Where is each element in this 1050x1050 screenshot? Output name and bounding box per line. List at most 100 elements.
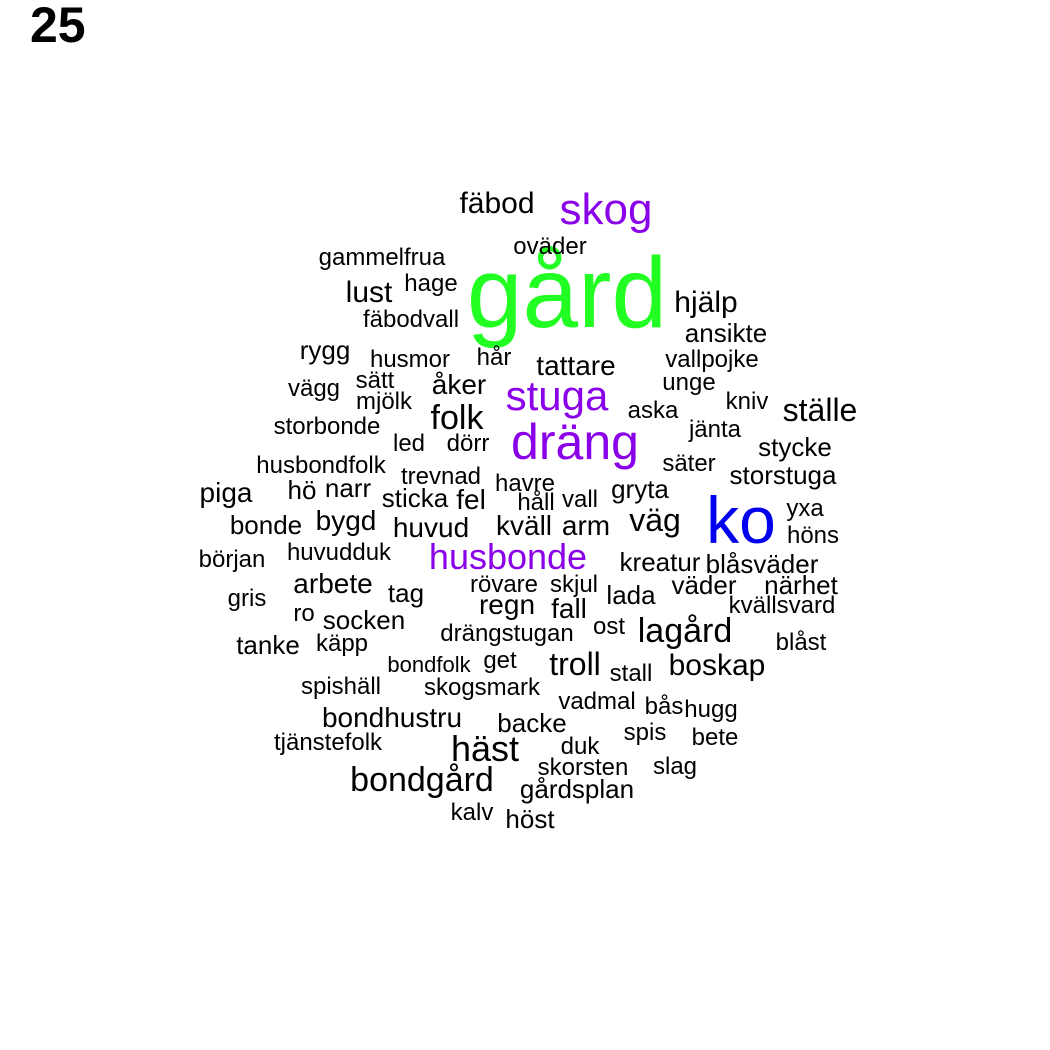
cloud-word: fel [456,484,486,515]
cloud-word: folk [430,399,484,437]
cloud-word: unge [662,369,716,396]
cloud-word: kreatur [619,547,701,577]
cloud-word: käpp [315,630,369,657]
cloud-word: hugg [684,696,738,723]
cloud-word: spis [623,719,667,746]
cloud-word: början [198,546,266,573]
cloud-word: rövare [469,571,539,598]
cloud-word: ost [592,613,626,640]
cloud-word: jänta [688,416,742,443]
cloud-word: narr [324,473,372,503]
cloud-word: storbonde [273,413,381,440]
cloud-word: backe [497,708,567,738]
cloud-word: led [392,430,426,457]
cloud-word: havre [494,470,556,497]
cloud-word: tag [387,578,425,608]
cloud-word: kvällsvard [728,592,836,619]
page-number: 25 [30,0,86,53]
cloud-word: sticka [381,483,449,513]
cloud-word: huvudduk [286,539,392,566]
cloud-word: hjälp [674,286,738,319]
cloud-word: stuga [505,372,609,419]
cloud-word: fäbod [459,187,535,220]
cloud-word: gryta [611,474,669,504]
cloud-word: hage [404,270,458,297]
cloud-word: socken [322,605,406,635]
cloud-word: bås [644,693,684,720]
cloud-word: husmor [369,346,451,373]
cloud-word: boskap [668,649,766,682]
cloud-word: tattare [536,350,616,381]
cloud-word: fäbodvall [362,306,460,333]
cloud-word: hår [476,344,512,371]
cloud-word: kväll [495,510,553,541]
cloud-word: storstuga [729,460,837,490]
cloud-word: dörr [446,430,490,457]
cloud-word: sätt [355,367,395,394]
cloud-word: oväder [513,233,587,260]
cloud-word: ansikte [684,318,768,348]
cloud-word: yxa [786,495,824,522]
cloud-word: arm [561,510,611,541]
cloud-word: tjänstefolk [273,729,383,756]
cloud-word: drängstugan [440,620,574,647]
cloud-word: bondgård [350,761,494,799]
cloud-word: blåsväder [705,549,819,579]
cloud-word: lagård [637,612,733,650]
cloud-word: duk [560,733,600,760]
cloud-word: vall [561,486,599,513]
cloud-word: höst [505,804,555,834]
cloud-word: gris [227,585,267,612]
cloud-word: hö [287,475,317,505]
cloud-word: huvud [392,512,470,543]
cloud-word: fall [551,593,587,624]
cloud-word: husbondfolk [256,452,386,479]
cloud-word: bete [691,724,739,751]
cloud-word: skogsmark [423,674,541,701]
cloud-word: närhet [764,570,838,600]
cloud-word: slag [652,753,698,780]
cloud-word: väg [629,502,681,538]
cloud-word: väder [671,570,737,600]
cloud-word: häst [450,728,520,769]
cloud-word: aska [627,397,679,424]
cloud-word: spishäll [300,673,382,700]
cloud-word: ro [293,600,315,627]
cloud-word: tanke [236,630,300,660]
cloud-word: gårdsplan [519,774,635,804]
cloud-word: troll [549,646,601,682]
cloud-word: skorsten [537,754,629,781]
cloud-word: blåst [775,629,827,656]
cloud-word: lust [345,276,393,309]
cloud-word: håll [517,489,555,516]
cloud-word: kniv [725,388,769,415]
cloud-word: get [483,647,517,674]
cloud-word: ställe [782,392,858,428]
cloud-word: arbete [293,568,373,599]
cloud-word: trevnad [400,463,482,490]
cloud-word: säter [662,450,716,477]
cloud-word: bondfolk [387,652,471,677]
cloud-word: mjölk [355,388,413,415]
cloud-word: kalv [450,799,494,826]
cloud-word: skjul [549,571,599,598]
cloud-word: skog [559,185,653,234]
cloud-word: bygd [315,505,377,536]
cloud-word: stall [609,660,653,687]
cloud-word: vadmal [558,688,636,715]
cloud-word: gård [466,237,668,349]
cloud-word: husbonde [428,536,588,577]
cloud-word: regn [478,589,536,620]
cloud-word: piga [199,477,253,508]
cloud-word: stycke [758,432,832,462]
cloud-word: lada [606,580,656,610]
cloud-word: ko [706,483,776,557]
cloud-word: rygg [299,335,351,365]
cloud-word: bondhustru [321,702,463,733]
cloud-word: åker [431,369,487,400]
cloud-word: vallpojke [665,346,759,373]
cloud-word: bonde [229,510,303,540]
cloud-word: dräng [511,414,639,470]
cloud-word: vägg [287,375,341,402]
